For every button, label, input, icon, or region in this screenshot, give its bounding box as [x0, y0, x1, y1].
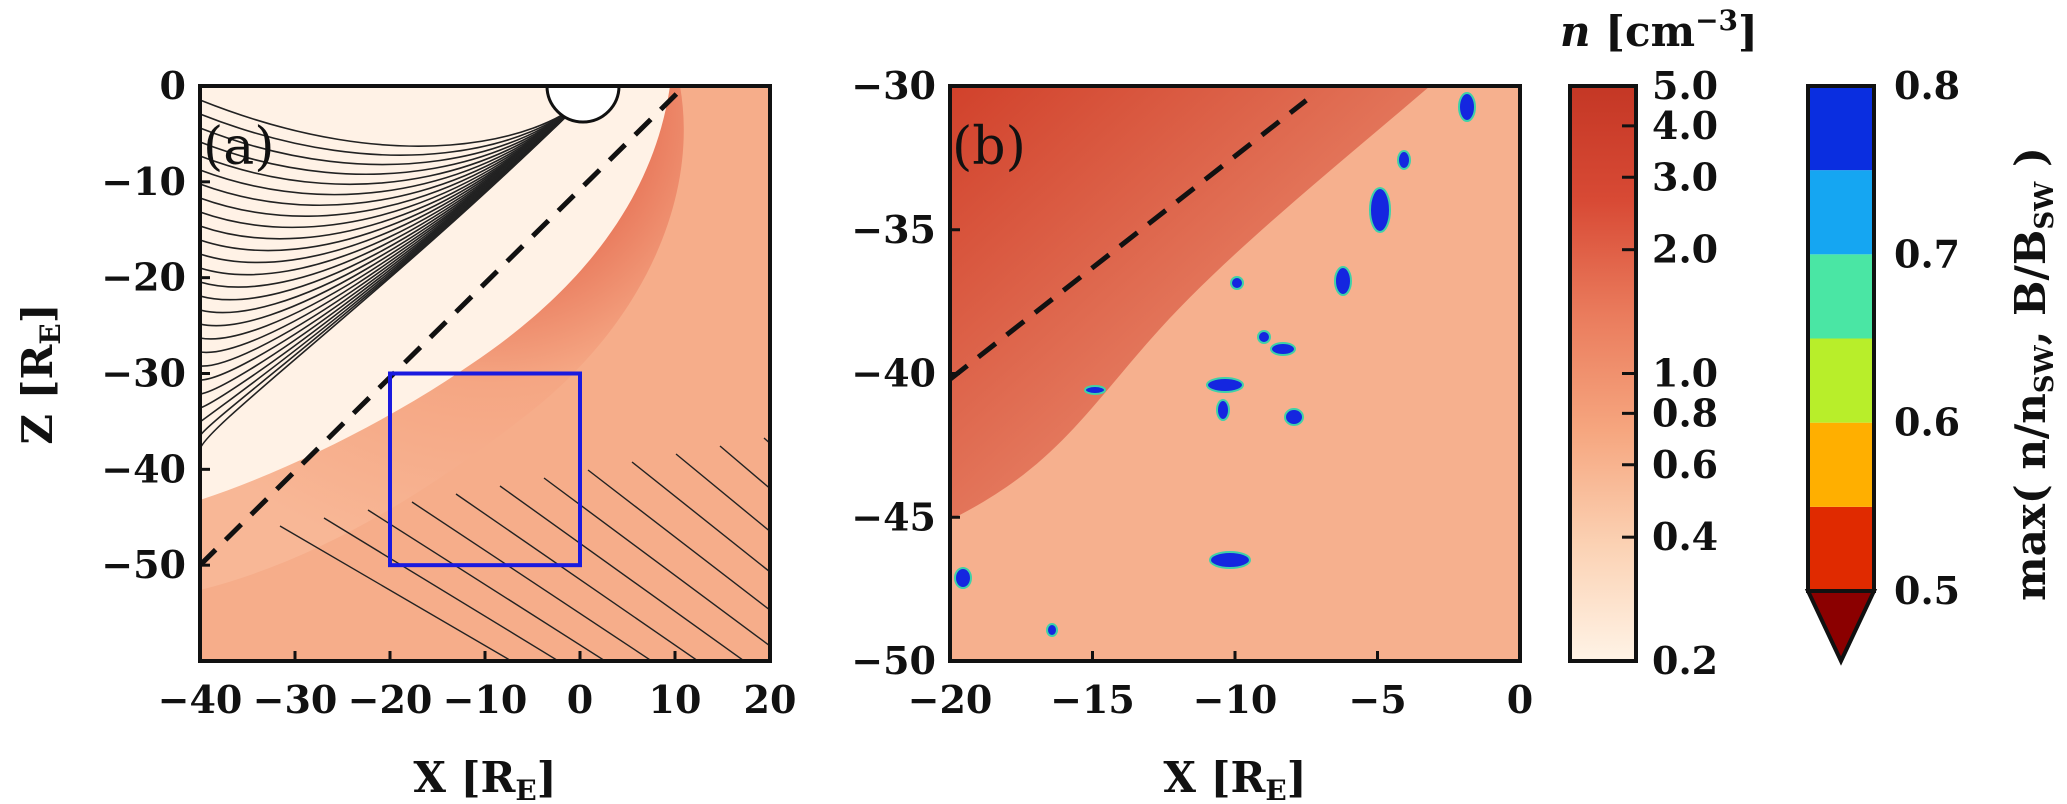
- panel-b-tag: (b): [952, 117, 1026, 177]
- structure-blob: [1209, 551, 1251, 569]
- field-line: [200, 99, 584, 166]
- x-tick-label: −5: [1348, 677, 1406, 722]
- field-line: [411, 501, 653, 661]
- density-tick-label: 2.0: [1652, 227, 1718, 272]
- field-line: [323, 517, 560, 661]
- y-tick-label: −50: [851, 638, 936, 683]
- x-tick-label: −20: [908, 677, 993, 722]
- field-line: [200, 99, 584, 147]
- structure-blob: [1369, 187, 1391, 233]
- structure-blob: [1458, 92, 1476, 122]
- x-tick-label: −15: [1050, 677, 1135, 722]
- field-line: [200, 99, 584, 156]
- y-tick-label: 0: [160, 63, 186, 108]
- y-tick-label: −40: [851, 351, 936, 396]
- field-line: [543, 477, 770, 647]
- ratio-tick-label: 0.6: [1894, 400, 1960, 445]
- magnetosphere-region: [200, 86, 670, 500]
- field-line: [279, 525, 513, 661]
- structure-blob: [1397, 150, 1411, 170]
- x-tick-label: −10: [443, 677, 528, 722]
- structure-blob: [1230, 276, 1244, 290]
- density-colorbar: 5.04.0 3.0 2.0 1.00.8 0.6 0.4 0.2 n [cm−3]: [1560, 4, 1758, 683]
- ratio-band: [1808, 170, 1874, 255]
- ratio-tick-label: 0.5: [1894, 568, 1960, 613]
- ratio-band: [1808, 86, 1874, 171]
- structures: [954, 92, 1476, 637]
- x-tick-label: −30: [253, 677, 338, 722]
- structure-blob: [1257, 330, 1271, 344]
- ratio-tick-label: 0.8: [1894, 63, 1960, 108]
- x-tick-label: 10: [649, 677, 702, 722]
- panel-b-xlabel: X [RE]: [1163, 753, 1306, 804]
- x-tick-label: −20: [348, 677, 433, 722]
- y-tick-label: −45: [851, 494, 936, 539]
- panel-b: −20 −15 −10 −5 0−30−35−40−45−50 (b) X [RE]: [851, 63, 1533, 804]
- x-tick-label: 20: [744, 677, 797, 722]
- density-colorbar-ticks: 5.04.0 3.0 2.0 1.00.8 0.6 0.4 0.2: [1622, 63, 1718, 683]
- panel-b-ticks: −20 −15 −10 −5 0−30−35−40−45−50: [851, 63, 1533, 722]
- x-tick-label: 0: [567, 677, 593, 722]
- field-line: [587, 469, 770, 612]
- field-line: [367, 509, 607, 661]
- density-tick-label: 4.0: [1652, 103, 1718, 148]
- x-tick-label: −10: [1193, 677, 1278, 722]
- y-tick-label: −40: [101, 446, 186, 491]
- density-tick-label: 0.2: [1652, 638, 1718, 683]
- panel-a-ticks: −40 −30 −20 −10 0 10 200−10−20−30−40−50: [101, 63, 796, 722]
- ratio-colorbar-title: max( n/nSW, B/BSW ): [2006, 147, 2060, 601]
- panel-a: −40 −30 −20 −10 0 10 200−10−20−30−40−50 (a) X …: [13, 63, 796, 804]
- field-line: [675, 453, 770, 533]
- density-tick-label: 1.0: [1652, 351, 1718, 396]
- structure-blob: [954, 567, 972, 589]
- y-tick-label: −30: [101, 351, 186, 396]
- earth-icon: [545, 86, 621, 124]
- y-tick-label: −10: [101, 159, 186, 204]
- structure-blob: [1334, 266, 1352, 296]
- density-tick-label: 3.0: [1652, 154, 1718, 199]
- ratio-band: [1808, 506, 1874, 591]
- y-tick-label: −35: [851, 207, 936, 252]
- panel-a-ylabel: Z [RE]: [13, 303, 67, 444]
- ratio-band: [1808, 254, 1874, 339]
- ratio-band: [1808, 422, 1874, 507]
- panel-a-xlabel: X [RE]: [413, 753, 556, 804]
- structure-blob: [1216, 399, 1230, 421]
- panel-b-sheath-region: [950, 86, 1430, 520]
- density-tick-label: 0.6: [1652, 442, 1718, 487]
- x-tick-label: −40: [158, 677, 243, 722]
- zoom-box: [388, 371, 582, 568]
- shock-normal-line-b: [950, 98, 1308, 382]
- ratio-tick-label: 0.7: [1894, 231, 1960, 276]
- y-tick-label: −20: [101, 255, 186, 300]
- field-lines: [200, 99, 770, 661]
- panel-a-tag: (a): [203, 117, 275, 177]
- x-tick-label: 0: [1507, 677, 1533, 722]
- field-line: [499, 485, 746, 661]
- ratio-colorbar: 0.8 0.7 0.6 0.5 max( n/nSW, B/BSW ): [1804, 63, 2060, 666]
- structure-blob: [1046, 623, 1058, 637]
- density-tick-label: 0.8: [1652, 390, 1718, 435]
- field-line: [631, 461, 770, 573]
- ratio-band: [1808, 338, 1874, 423]
- density-colorbar-title: n [cm−3]: [1560, 4, 1758, 56]
- structure-blob: [1206, 377, 1244, 393]
- ratio-colorbar-extension: [1804, 589, 1878, 666]
- density-tick-label: 0.4: [1652, 514, 1718, 559]
- ratio-colorbar-frame: [1806, 84, 1876, 593]
- shock-normal-line: [200, 86, 687, 567]
- ratio-colorbar-ticks: 0.8 0.7 0.6 0.5: [1894, 63, 1960, 613]
- y-tick-label: −30: [851, 63, 936, 108]
- density-tick-label: 5.0: [1652, 63, 1718, 108]
- structure-blob: [1084, 385, 1106, 395]
- structure-blob: [1284, 408, 1304, 426]
- field-line: [200, 99, 584, 451]
- ratio-colorbar-bands: [1808, 86, 1874, 591]
- structure-blob: [1270, 342, 1296, 356]
- field-line: [455, 493, 700, 661]
- y-tick-label: −50: [101, 542, 186, 587]
